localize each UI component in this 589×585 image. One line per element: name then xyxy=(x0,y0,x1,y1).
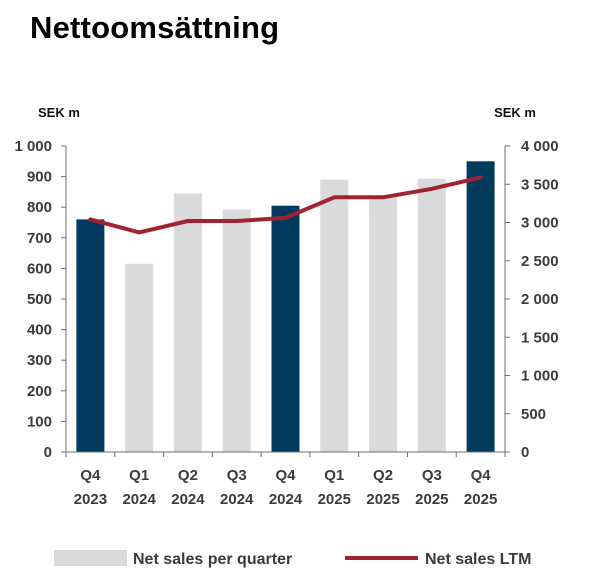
right-axis-unit: SEK m xyxy=(494,105,536,120)
left-tick-label: 300 xyxy=(27,352,52,369)
chart-title: Nettoomsättning xyxy=(30,10,280,45)
right-tick-label: 2 500 xyxy=(521,253,559,270)
right-tick-label: 3 500 xyxy=(521,176,559,193)
bar-q2-2025 xyxy=(369,197,398,452)
legend-swatch-quarterly xyxy=(54,550,127,566)
bar-q4-2023 xyxy=(76,219,105,452)
ltm-point xyxy=(381,195,385,199)
left-tick-label: 400 xyxy=(27,322,52,339)
category-year-label: 2024 xyxy=(220,491,254,508)
ltm-point xyxy=(186,219,190,223)
legend: Net sales per quarter Net sales LTM xyxy=(54,550,531,568)
ltm-point xyxy=(430,187,434,191)
category-quarter-label: Q3 xyxy=(227,467,247,484)
left-tick-label: 900 xyxy=(27,169,52,186)
left-axis-ticks: 0 100 200 300 400 500 600 700 800 900 1 000 xyxy=(14,138,66,461)
category-year-label: 2024 xyxy=(269,491,303,508)
category-year-label: 2025 xyxy=(464,491,497,508)
left-tick-label: 500 xyxy=(27,291,52,308)
bar-q3-2025 xyxy=(417,178,446,452)
legend-label-quarterly: Net sales per quarter xyxy=(133,551,292,568)
category-quarter-label: Q1 xyxy=(324,467,344,484)
right-tick-label: 1 000 xyxy=(521,368,559,385)
left-tick-label: 800 xyxy=(27,199,52,216)
right-tick-label: 3 000 xyxy=(521,215,559,232)
category-quarter-label: Q4 xyxy=(471,467,492,484)
bar-q3-2024 xyxy=(222,209,251,452)
ltm-point xyxy=(235,219,239,223)
ltm-point xyxy=(88,217,92,221)
bar-q4-2025 xyxy=(466,161,495,453)
ltm-point xyxy=(479,175,483,179)
bar-q1-2024 xyxy=(125,263,154,452)
category-year-label: 2024 xyxy=(122,491,156,508)
left-tick-label: 0 xyxy=(44,444,52,461)
bars-group xyxy=(76,161,495,453)
left-tick-label: 700 xyxy=(27,230,52,247)
left-tick-label: 1 000 xyxy=(14,138,52,155)
left-tick-label: 600 xyxy=(27,260,52,277)
ltm-line-group xyxy=(88,175,483,235)
ltm-point xyxy=(332,195,336,199)
right-tick-label: 2 000 xyxy=(521,291,559,308)
category-quarter-label: Q4 xyxy=(80,467,101,484)
left-axis-unit: SEK m xyxy=(38,105,80,120)
bar-q4-2024 xyxy=(271,205,300,452)
category-year-label: 2025 xyxy=(366,491,399,508)
category-quarter-label: Q3 xyxy=(422,467,442,484)
category-quarter-label: Q1 xyxy=(129,467,149,484)
right-tick-label: 0 xyxy=(521,444,529,461)
right-tick-label: 4 000 xyxy=(521,138,559,155)
ltm-point xyxy=(284,216,287,220)
left-tick-label: 200 xyxy=(27,383,52,400)
left-tick-label: 100 xyxy=(27,413,52,430)
right-tick-label: 1 500 xyxy=(521,329,559,346)
ltm-point xyxy=(137,230,141,234)
category-labels: Q4 2023 Q1 2024 Q2 2024 Q3 2024 Q4 2024 Q1 2025 Q2 20… xyxy=(65,452,506,508)
category-year-label: 2024 xyxy=(171,491,205,508)
right-tick-label: 500 xyxy=(521,406,546,423)
category-year-label: 2025 xyxy=(318,491,351,508)
category-year-label: 2025 xyxy=(415,491,448,508)
right-axis-ticks: 0 500 1 000 1 500 2 000 2 500 3 000 3 500 4 000 xyxy=(505,138,559,461)
category-quarter-label: Q4 xyxy=(275,467,296,484)
category-year-label: 2023 xyxy=(74,491,107,508)
legend-label-ltm: Net sales LTM xyxy=(425,551,531,568)
category-quarter-label: Q2 xyxy=(373,467,393,484)
category-quarter-label: Q2 xyxy=(178,467,198,484)
bar-q1-2025 xyxy=(320,179,349,452)
bar-q2-2024 xyxy=(173,193,202,452)
